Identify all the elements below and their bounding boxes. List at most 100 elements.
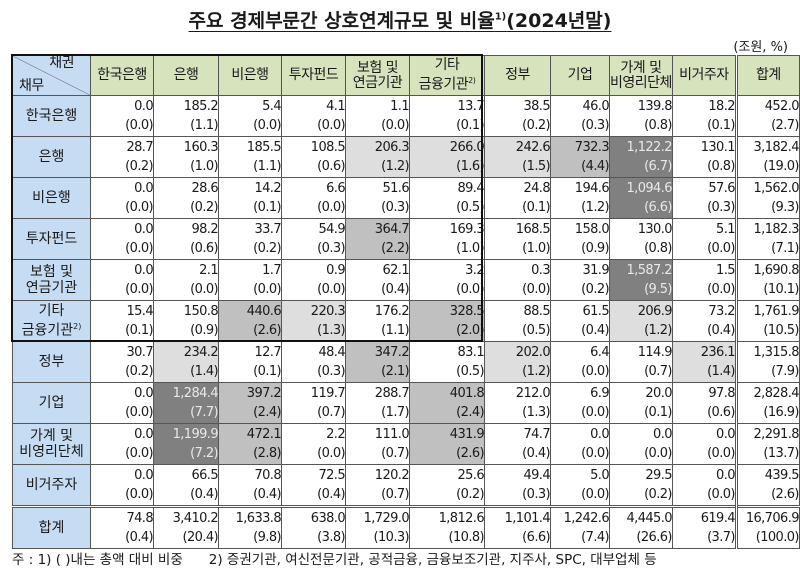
table-cell: 185.5 (1.1) <box>218 136 282 178</box>
page-title: 주요 경제부문간 상호연계규모 및 비율1)(2024년말) <box>0 6 800 33</box>
footnote-marker: 2) <box>73 322 82 332</box>
cell-share: (10.8) <box>448 530 484 545</box>
table-cell: 16,706.9 (100.0) <box>734 505 800 549</box>
row-header: 한국은행 <box>12 95 91 137</box>
cell-amount: 25.6 <box>457 468 484 483</box>
table-cell: 1,094.6 (6.6) <box>609 177 673 219</box>
cell-share: (16.9) <box>763 405 799 420</box>
table-cell: 288.7 (1.7) <box>345 382 410 424</box>
cell-share: (0.4) <box>581 323 609 338</box>
cell-share: (1.2) <box>522 364 550 379</box>
table-cell: 401.8 (2.4) <box>409 382 485 424</box>
column-header: 기업 <box>550 55 610 96</box>
column-header-label: 기타 <box>434 57 460 74</box>
cell-share: (0.0) <box>253 282 281 297</box>
cell-share: (0.3) <box>581 118 609 133</box>
cell-share: (0.0) <box>253 118 281 133</box>
cell-share: (0.6) <box>707 405 735 420</box>
table-cell: 1,182.3 (7.1) <box>734 218 800 260</box>
cell-amount: 185.2 <box>183 99 218 114</box>
cell-amount: 57.6 <box>708 181 735 196</box>
row-header-label: 비거주자 <box>25 477 78 493</box>
table-cell: 119.7 (0.7) <box>281 382 346 424</box>
cell-amount: 30.7 <box>126 345 153 360</box>
column-header: 투자펀드 <box>281 55 346 96</box>
cell-amount: 0.0 <box>134 386 153 401</box>
cell-amount: 130.1 <box>700 140 736 155</box>
cell-share: (0.1) <box>125 323 153 338</box>
cell-amount: 2.1 <box>199 263 218 278</box>
table-cell: 236.1 (1.4) <box>671 341 737 383</box>
table-cell: 30.7 (0.2) <box>90 341 154 383</box>
column-header-row: 채권 채무 한국은행 은행 비은행 투자펀드 보험 및 연금기관 기타 금융기관2) 정부 기업 가… <box>12 55 800 96</box>
cell-share: (0.0) <box>317 282 345 297</box>
cell-amount: 266.0 <box>449 140 484 155</box>
table-cell: 72.5 (0.4) <box>281 464 346 507</box>
cell-share: (0.6) <box>317 159 345 174</box>
cell-amount: 2,291.8 <box>753 427 799 442</box>
column-header: 기타 금융기관2) <box>409 55 485 96</box>
cell-amount: 1,633.8 <box>235 511 281 526</box>
table-cell: 120.2 (0.7) <box>345 464 410 507</box>
table-body: 한국은행 0.0 (0.0) 185.2 (1.1) 5.4 (0.0) 4.1 (0.0) 1.… <box>12 95 800 549</box>
cell-share: (0.3) <box>381 200 409 215</box>
cell-amount: 397.2 <box>246 386 281 401</box>
table-cell: 46.0 (0.3) <box>550 95 610 137</box>
column-header-label-line2: 연금기관 <box>352 74 403 91</box>
cell-amount: 6.6 <box>326 181 345 196</box>
title-footnote: 1) <box>494 11 507 23</box>
table-cell: 74.8 (0.4) <box>90 505 154 549</box>
cell-amount: 440.6 <box>246 304 281 319</box>
cell-share: (0.5) <box>456 364 484 379</box>
cell-share: (3.7) <box>707 530 735 545</box>
title-suffix: (2024년말) <box>506 10 612 32</box>
cell-share: (6.7) <box>644 159 672 174</box>
cell-amount: 0.0 <box>716 427 735 442</box>
cell-amount: 24.8 <box>523 181 550 196</box>
cell-amount: 168.5 <box>515 222 550 237</box>
cell-amount: 1.7 <box>262 263 281 278</box>
cell-share: (7.9) <box>771 364 799 379</box>
table-cell: 3,410.2 (20.4) <box>153 505 219 549</box>
row-header-label: 기업 <box>38 395 65 411</box>
cell-amount: 619.4 <box>700 511 736 526</box>
cell-amount: 33.7 <box>254 222 281 237</box>
cell-amount: 0.3 <box>531 263 550 278</box>
table-cell: 3.2 (0.0) <box>409 259 485 301</box>
cell-share: (10.1) <box>763 282 799 297</box>
cell-share: (0.0) <box>581 487 609 502</box>
cell-amount: 29.5 <box>645 468 672 483</box>
column-header-label: 합계 <box>756 67 781 83</box>
note-1: 1) ( )내는 총액 대비 비중 <box>37 552 183 568</box>
unit-label: (조원, %) <box>733 40 788 55</box>
table-cell: 18.2 (0.1) <box>671 95 737 137</box>
footnotes: 주 : 1) ( )내는 총액 대비 비중 2) 증권기관, 여신전문기관, 공적… <box>12 548 657 568</box>
table-cell: 1.1 (0.0) <box>345 95 410 137</box>
cell-amount: 3,410.2 <box>172 511 218 526</box>
cell-share: (0.7) <box>381 446 409 461</box>
table-cell: 638.0 (3.8) <box>281 505 346 549</box>
cell-amount: 1,122.2 <box>626 140 672 155</box>
table-cell: 20.0 (0.1) <box>609 382 673 424</box>
cell-amount: 3,182.4 <box>753 140 799 155</box>
table-cell: 74.7 (0.4) <box>484 423 551 465</box>
table-cell: 206.9 (1.2) <box>609 300 673 342</box>
table-cell: 1,587.2 (9.5) <box>609 259 673 301</box>
cell-amount: 2,828.4 <box>753 386 799 401</box>
cell-amount: 0.0 <box>134 99 153 114</box>
cell-amount: 1,587.2 <box>626 263 672 278</box>
cell-share: (0.3) <box>522 487 550 502</box>
cell-amount: 14.2 <box>254 181 281 196</box>
cell-amount: 1,094.6 <box>626 181 672 196</box>
table-row: 비거주자 0.0 (0.0) 66.5 (0.4) 70.8 (0.4) 72.5 (0.4) 1… <box>12 464 800 507</box>
cell-share: (9.5) <box>644 282 672 297</box>
cell-share: (2.0) <box>456 323 484 338</box>
table-cell: 1,315.8 (7.9) <box>734 341 800 383</box>
table-cell: 1,101.4 (6.6) <box>484 505 551 549</box>
cell-share: (0.4) <box>190 487 218 502</box>
row-header-label: 가계 및 <box>29 428 74 444</box>
cell-amount: 0.0 <box>134 263 153 278</box>
cell-share: (1.7) <box>381 405 409 420</box>
cell-amount: 12.7 <box>254 345 281 360</box>
cell-share: (1.2) <box>381 159 409 174</box>
